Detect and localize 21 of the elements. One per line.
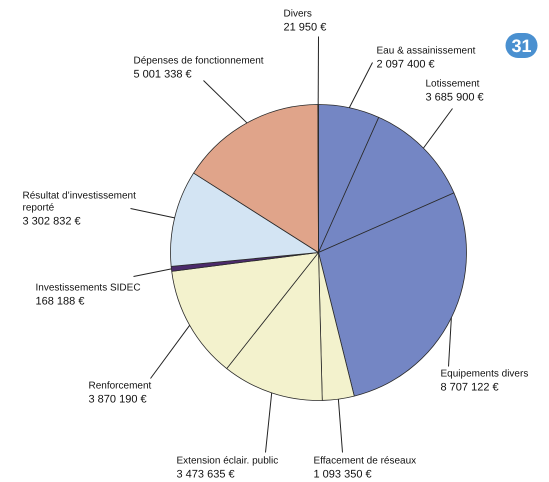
slice-label: Lotissement [426, 78, 480, 90]
data-label: 5 001 338 € [134, 68, 192, 80]
slice-label: Effacement de réseaux [314, 456, 416, 466]
slice-label: Eau & assainissement [376, 46, 476, 56]
data-label: 3 473 635 € [176, 468, 235, 480]
data-label: 3 302 832 € [22, 216, 81, 228]
slice-label: Extension éclair. public [176, 456, 278, 466]
slice-label: Résultat d’investissement reporté [22, 190, 136, 214]
slice-label: Equipements divers [440, 368, 528, 380]
data-label: 3 870 190 € [88, 394, 147, 406]
data-label: 1 093 350 € [314, 468, 372, 480]
data-label: 8 707 122 € [440, 382, 499, 394]
text: 31 [512, 36, 532, 56]
slice-label: Divers [284, 8, 312, 20]
slice-label: Renforcement [88, 380, 152, 392]
data-label: 3 685 900 € [426, 92, 484, 104]
slice-label: Investissements SIDEC [36, 282, 141, 294]
slice-label: Dépenses de fonctionnement [134, 56, 264, 66]
data-label: 2 097 400 € [376, 58, 435, 70]
data-label: 21 950 € [284, 22, 326, 34]
data-label: 168 188 € [36, 296, 84, 308]
